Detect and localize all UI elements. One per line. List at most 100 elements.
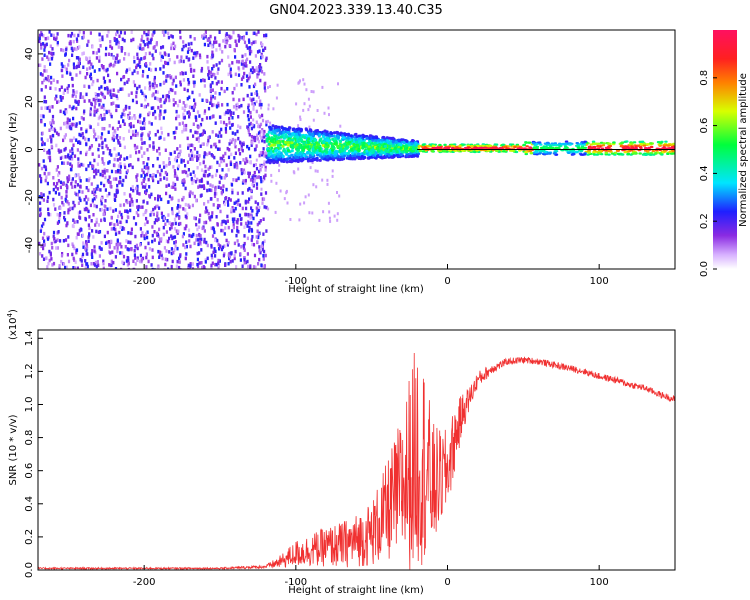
heatmap-cell xyxy=(524,141,528,144)
heatmap-cell xyxy=(250,98,253,102)
heatmap-cell xyxy=(148,85,152,89)
heatmap-cell xyxy=(289,218,292,221)
heatmap-cell xyxy=(492,146,496,149)
heatmap-cell xyxy=(109,149,112,153)
heatmap-cell xyxy=(303,102,306,106)
heatmap-cell xyxy=(308,125,311,129)
heatmap-cell xyxy=(257,262,260,266)
heatmap-cell xyxy=(659,141,663,144)
heatmap-cell xyxy=(38,163,41,167)
heatmap-cell xyxy=(50,257,53,261)
heatmap-cell xyxy=(154,218,157,222)
heatmap-cell xyxy=(184,245,187,250)
heatmap-cell xyxy=(257,95,260,99)
heatmap-cell xyxy=(248,133,251,137)
heatmap-cell xyxy=(100,64,103,68)
heatmap-cell xyxy=(95,137,98,142)
heatmap-cell xyxy=(248,186,251,191)
heatmap-cell xyxy=(147,241,150,246)
heatmap-cell xyxy=(136,56,139,60)
heatmap-cell xyxy=(211,130,214,134)
heatmap-cell xyxy=(107,180,110,184)
heatmap-cell xyxy=(117,152,120,156)
heatmap-cell xyxy=(60,68,63,73)
heatmap-cell xyxy=(123,192,126,196)
heatmap-cell xyxy=(171,211,174,216)
heatmap-cell xyxy=(236,129,239,134)
heatmap-cell xyxy=(55,143,58,148)
heatmap-cell xyxy=(108,151,111,156)
heatmap-cell xyxy=(170,34,173,38)
heatmap-cell xyxy=(75,106,78,111)
heatmap-cell xyxy=(144,245,147,250)
heatmap-cell xyxy=(255,206,258,210)
heatmap-cell xyxy=(87,164,90,168)
heatmap-cell xyxy=(224,263,227,267)
heatmap-cell xyxy=(261,242,264,246)
heatmap-cell xyxy=(78,45,81,49)
heatmap-cell xyxy=(171,82,174,86)
heatmap-cell xyxy=(186,173,189,178)
heatmap-cell xyxy=(260,263,263,267)
heatmap-cell xyxy=(178,260,181,264)
heatmap-cell xyxy=(175,174,178,179)
heatmap-cell xyxy=(122,203,126,207)
heatmap-cell xyxy=(108,245,111,249)
heatmap-cell xyxy=(299,158,303,162)
heatmap-cell xyxy=(275,148,279,152)
heatmap-cell xyxy=(69,162,72,166)
heatmap-cell xyxy=(247,76,250,81)
heatmap-cell xyxy=(347,157,351,161)
heatmap-cell xyxy=(75,124,78,128)
heatmap-cell xyxy=(354,137,358,141)
heatmap-cell xyxy=(214,188,217,193)
heatmap-cell xyxy=(150,263,153,267)
heatmap-cell xyxy=(282,136,286,140)
heatmap-cell xyxy=(264,58,268,62)
heatmap-cell xyxy=(228,63,231,68)
heatmap-cell xyxy=(232,30,235,35)
heatmap-cell xyxy=(178,256,181,261)
heatmap-cell xyxy=(115,135,118,140)
heatmap-cell xyxy=(217,261,220,265)
heatmap-cell xyxy=(103,212,106,217)
heatmap-cell xyxy=(48,50,51,55)
heatmap-cell xyxy=(249,97,252,101)
heatmap-cell xyxy=(261,128,264,132)
heatmap-cell xyxy=(157,97,160,102)
heatmap-cell xyxy=(263,72,266,76)
heatmap-cell xyxy=(252,97,255,102)
heatmap-cell xyxy=(112,138,115,142)
heatmap-cell xyxy=(391,144,395,148)
heatmap-cell xyxy=(268,161,272,165)
heatmap-cell xyxy=(118,210,121,215)
heatmap-cell xyxy=(89,107,92,111)
heatmap-cell xyxy=(278,146,282,150)
heatmap-cell xyxy=(231,206,234,210)
heatmap-cell xyxy=(219,156,222,161)
heatmap-cell xyxy=(328,149,332,152)
heatmap-cell xyxy=(113,157,116,162)
heatmap-cell xyxy=(255,90,258,94)
heatmap-cell xyxy=(227,55,230,59)
heatmap-cell xyxy=(196,130,199,135)
heatmap-cell xyxy=(167,183,170,187)
heatmap-cell xyxy=(108,175,111,179)
heatmap-cell xyxy=(78,164,81,168)
heatmap-cell xyxy=(154,67,157,72)
heatmap-cell xyxy=(82,241,85,245)
heatmap-cell xyxy=(139,113,142,118)
heatmap-cell xyxy=(283,197,286,201)
heatmap-cell xyxy=(179,30,182,34)
heatmap-cell xyxy=(231,137,234,142)
heatmap-cell xyxy=(77,64,81,68)
heatmap-cell xyxy=(90,219,93,223)
heatmap-cell xyxy=(218,43,221,47)
heatmap-cell xyxy=(501,143,505,146)
heatmap-cell xyxy=(272,161,276,165)
heatmap-cell xyxy=(122,119,125,123)
heatmap-cell xyxy=(209,40,212,45)
heatmap-cell xyxy=(285,189,288,193)
heatmap-cell xyxy=(296,148,300,152)
heatmap-cell xyxy=(187,80,191,85)
